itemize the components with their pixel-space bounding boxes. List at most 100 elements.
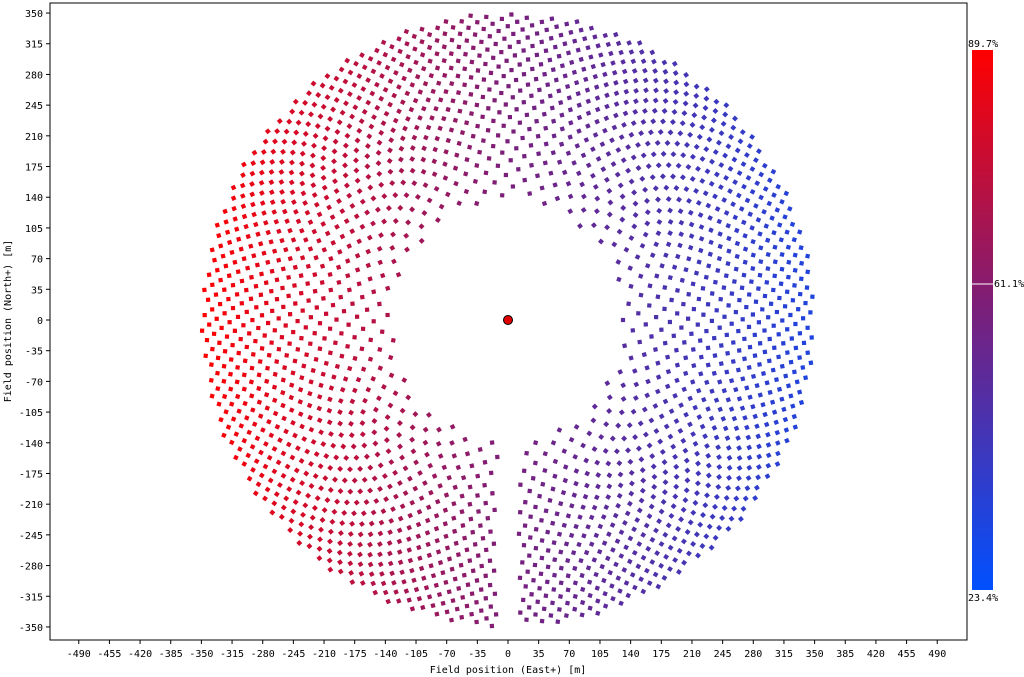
heliostat-marker (449, 440, 455, 446)
heliostat-marker (638, 497, 645, 504)
heliostat-marker (441, 44, 447, 50)
heliostat-marker (367, 531, 374, 538)
heliostat-marker (562, 477, 568, 484)
heliostat-marker (406, 547, 413, 553)
heliostat-marker (341, 308, 347, 314)
heliostat-marker (435, 25, 441, 31)
heliostat-marker (377, 551, 383, 558)
heliostat-marker (708, 239, 714, 246)
heliostat-marker (338, 432, 345, 438)
heliostat-marker (468, 74, 474, 80)
heliostat-marker (542, 467, 548, 474)
heliostat-marker (514, 146, 519, 151)
heliostat-marker (475, 68, 481, 73)
heliostat-marker (789, 336, 795, 341)
heliostat-marker (762, 411, 768, 418)
heliostat-marker (469, 111, 474, 117)
heliostat-marker (288, 179, 295, 186)
heliostat-marker (271, 500, 278, 507)
heliostat-marker (320, 174, 327, 181)
heliostat-marker (709, 388, 715, 394)
heliostat-marker (748, 279, 754, 285)
heliostat-marker (218, 417, 224, 423)
heliostat-marker (610, 547, 616, 553)
heliostat-marker (280, 198, 286, 205)
heliostat-marker (636, 311, 641, 316)
heliostat-marker (490, 491, 495, 496)
heliostat-marker (509, 12, 514, 17)
heliostat-marker (725, 350, 731, 356)
heliostat-marker (409, 424, 416, 431)
heliostat-marker (234, 292, 240, 297)
heliostat-marker (779, 199, 785, 205)
heliostat-marker (235, 269, 241, 275)
heliostat-marker (389, 43, 395, 50)
heliostat-marker (625, 447, 631, 454)
heliostat-marker (529, 66, 535, 72)
heliostat-marker (259, 313, 265, 318)
heliostat-marker (316, 211, 323, 218)
heliostat-marker (288, 394, 294, 401)
heliostat-marker (740, 505, 747, 512)
heliostat-marker (228, 371, 233, 377)
heliostat-marker (317, 321, 323, 326)
heliostat-marker (592, 183, 599, 190)
heliostat-marker (552, 572, 557, 578)
heliostat-marker (280, 390, 286, 396)
heliostat-marker (232, 216, 238, 222)
heliostat-marker (290, 370, 296, 376)
heliostat-marker (792, 267, 798, 273)
heliostat-marker (518, 610, 523, 615)
heliostat-marker (388, 137, 395, 144)
heliostat-marker (403, 588, 410, 594)
heliostat-marker (257, 413, 264, 419)
heliostat-marker (320, 221, 327, 227)
heliostat-marker (245, 233, 251, 240)
heliostat-marker (655, 360, 661, 366)
heliostat-marker (680, 437, 687, 444)
y-tick-label: 175 (25, 163, 43, 174)
heliostat-marker (339, 109, 346, 116)
heliostat-marker (576, 102, 582, 108)
y-tick-label: -140 (19, 439, 43, 450)
heliostat-marker (521, 153, 527, 159)
heliostat-marker (443, 492, 450, 498)
heliostat-marker (594, 106, 601, 113)
heliostat-marker (290, 237, 297, 243)
heliostat-marker (580, 207, 587, 213)
heliostat-marker (576, 128, 582, 134)
heliostat-marker (683, 267, 689, 273)
heliostat-marker (612, 512, 619, 519)
heliostat-marker (242, 358, 248, 364)
heliostat-marker (356, 73, 363, 79)
heliostat-marker (450, 598, 456, 604)
heliostat-marker (330, 442, 337, 449)
heliostat-marker (641, 406, 648, 413)
heliostat-marker (223, 263, 229, 269)
heliostat-marker (411, 134, 418, 141)
heliostat-marker (582, 493, 589, 500)
heliostat-marker (620, 204, 627, 211)
heliostat-marker (617, 482, 624, 489)
heliostat-marker (717, 406, 723, 413)
heliostat-marker (457, 31, 463, 37)
heliostat-marker (233, 454, 239, 461)
y-tick-label: 210 (25, 132, 43, 143)
heliostat-marker (390, 127, 396, 134)
heliostat-marker (423, 134, 429, 141)
heliostat-marker (240, 193, 246, 199)
heliostat-marker (733, 386, 739, 393)
heliostat-marker (662, 68, 669, 75)
heliostat-marker (665, 162, 672, 169)
heliostat-marker (593, 571, 599, 578)
heliostat-marker (463, 51, 468, 57)
heliostat-marker (602, 127, 608, 134)
heliostat-marker (730, 201, 736, 208)
heliostat-marker (771, 345, 777, 351)
heliostat-marker (625, 144, 632, 151)
heliostat-marker (671, 60, 678, 67)
heliostat-marker (653, 87, 659, 94)
heliostat-marker (721, 285, 727, 291)
heliostat-marker (286, 274, 292, 280)
heliostat-marker (324, 73, 331, 80)
